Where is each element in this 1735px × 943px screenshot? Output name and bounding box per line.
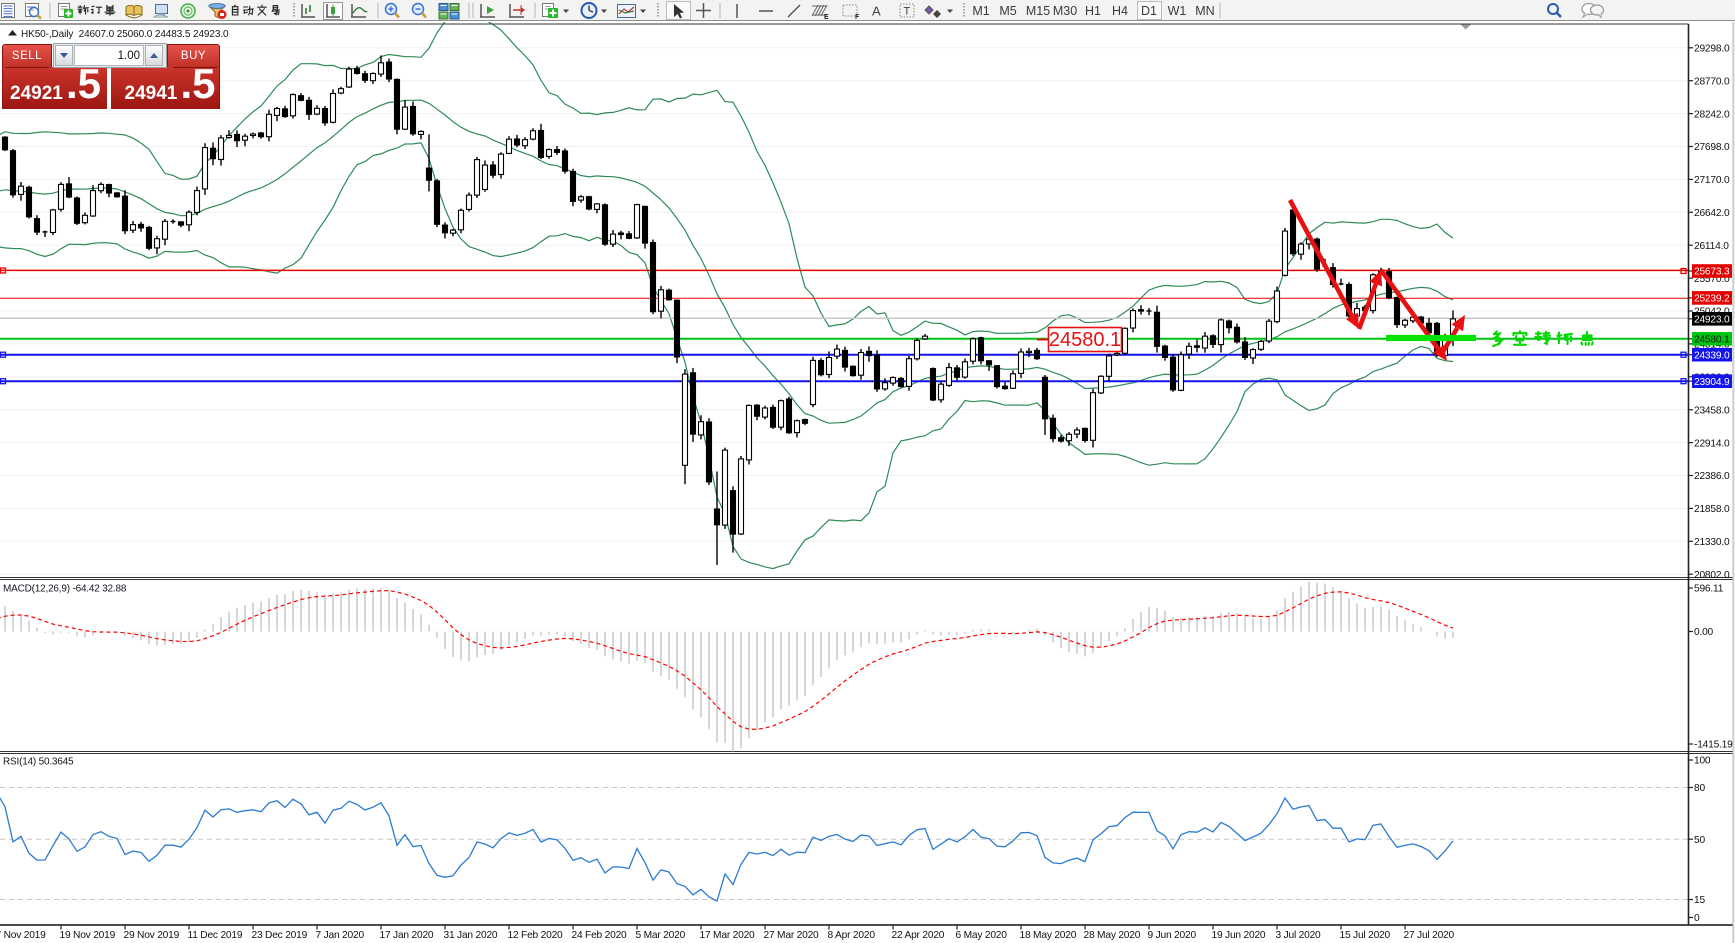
- svg-text:17 Mar 2020: 17 Mar 2020: [700, 930, 756, 941]
- svg-text:M15: M15: [1026, 4, 1050, 18]
- svg-text:80: 80: [1694, 783, 1705, 794]
- svg-text:E: E: [824, 14, 829, 21]
- svg-text:15: 15: [1694, 895, 1705, 906]
- svg-text:28242.0: 28242.0: [1694, 109, 1730, 120]
- svg-text:31 Jan 2020: 31 Jan 2020: [444, 930, 498, 941]
- svg-text:27698.0: 27698.0: [1694, 142, 1730, 153]
- svg-text:23458.0: 23458.0: [1694, 405, 1730, 416]
- svg-text:27 Jul 2020: 27 Jul 2020: [1404, 930, 1455, 941]
- svg-text:19 Nov 2019: 19 Nov 2019: [60, 930, 116, 941]
- svg-text:596.11: 596.11: [1694, 584, 1724, 595]
- svg-text:26114.0: 26114.0: [1694, 241, 1729, 252]
- svg-text:20802.0: 20802.0: [1694, 570, 1730, 581]
- svg-text:29 Nov 2019: 29 Nov 2019: [124, 930, 180, 941]
- svg-text:H1: H1: [1085, 4, 1101, 18]
- svg-text:M30: M30: [1053, 4, 1077, 18]
- svg-text:M1: M1: [972, 4, 989, 18]
- svg-text:50: 50: [1694, 835, 1705, 846]
- svg-text:T: T: [904, 6, 911, 18]
- svg-text:25239.2: 25239.2: [1694, 294, 1730, 305]
- svg-text:A: A: [872, 4, 881, 19]
- svg-text:5 Mar 2020: 5 Mar 2020: [636, 930, 686, 941]
- svg-text:8 Apr 2020: 8 Apr 2020: [828, 930, 876, 941]
- svg-text:MACD(12,26,9) -64.42 32.88: MACD(12,26,9) -64.42 32.88: [3, 584, 127, 595]
- svg-text:27170.0: 27170.0: [1694, 175, 1730, 186]
- svg-text:7 Nov 2019: 7 Nov 2019: [0, 930, 46, 941]
- svg-text:15 Jul 2020: 15 Jul 2020: [1340, 930, 1391, 941]
- svg-text:F: F: [855, 14, 860, 21]
- svg-text:24580.1: 24580.1: [1694, 335, 1730, 346]
- svg-text:29298.0: 29298.0: [1694, 44, 1730, 55]
- svg-text:22386.0: 22386.0: [1694, 471, 1730, 482]
- svg-text:6 May 2020: 6 May 2020: [956, 930, 1008, 941]
- svg-text:21330.0: 21330.0: [1694, 537, 1730, 548]
- svg-text:28 May 2020: 28 May 2020: [1084, 930, 1141, 941]
- svg-text:9 Jun 2020: 9 Jun 2020: [1148, 930, 1197, 941]
- svg-text:24339.0: 24339.0: [1694, 350, 1730, 361]
- svg-text:23904.9: 23904.9: [1694, 377, 1730, 388]
- svg-text:19 Jun 2020: 19 Jun 2020: [1212, 930, 1266, 941]
- svg-text:12 Feb 2020: 12 Feb 2020: [508, 930, 564, 941]
- svg-text:28770.0: 28770.0: [1694, 76, 1730, 87]
- svg-text:-1415.19: -1415.19: [1694, 740, 1733, 751]
- svg-text:25673.3: 25673.3: [1694, 267, 1730, 278]
- svg-text:18 May 2020: 18 May 2020: [1020, 930, 1077, 941]
- svg-text:17 Jan 2020: 17 Jan 2020: [380, 930, 434, 941]
- svg-text:23 Dec 2019: 23 Dec 2019: [252, 930, 308, 941]
- svg-text:H4: H4: [1112, 4, 1128, 18]
- svg-text:0.00: 0.00: [1694, 627, 1714, 638]
- svg-text:21858.0: 21858.0: [1694, 504, 1730, 515]
- svg-text:11 Dec 2019: 11 Dec 2019: [188, 930, 243, 941]
- svg-text:D1: D1: [1141, 4, 1157, 18]
- svg-text:100: 100: [1694, 756, 1711, 767]
- svg-text:0: 0: [1694, 913, 1700, 924]
- svg-text:26642.0: 26642.0: [1694, 208, 1730, 219]
- svg-text:RSI(14) 50.3645: RSI(14) 50.3645: [3, 757, 74, 768]
- svg-text:MN: MN: [1195, 4, 1214, 18]
- svg-text:HK50-,Daily 24607.0 25060.0 2: HK50-,Daily 24607.0 25060.0 24483.5 2492…: [21, 29, 229, 40]
- svg-text:24580.1: 24580.1: [1049, 329, 1121, 351]
- svg-text:24923.0: 24923.0: [1694, 315, 1730, 326]
- svg-text:22 Apr 2020: 22 Apr 2020: [892, 930, 945, 941]
- svg-text:27 Mar 2020: 27 Mar 2020: [764, 930, 820, 941]
- svg-text:M5: M5: [999, 4, 1016, 18]
- svg-text:3 Jul 2020: 3 Jul 2020: [1276, 930, 1322, 941]
- svg-text:W1: W1: [1168, 4, 1187, 18]
- svg-text:25570.0: 25570.0: [1694, 274, 1730, 285]
- svg-text:22914.0: 22914.0: [1694, 438, 1730, 449]
- svg-text:24 Feb 2020: 24 Feb 2020: [572, 930, 628, 941]
- svg-text:7 Jan 2020: 7 Jan 2020: [316, 930, 365, 941]
